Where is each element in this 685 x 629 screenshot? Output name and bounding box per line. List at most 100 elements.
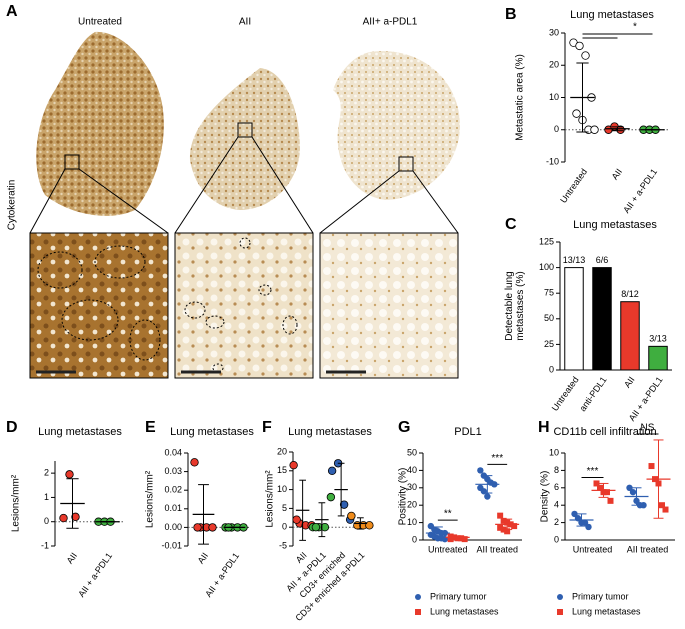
y-tick-label: 10 [549, 92, 559, 102]
y-tick-label: 40 [407, 465, 417, 475]
y-tick-label: 75 [544, 288, 554, 298]
panel-letter: B [505, 6, 517, 23]
data-point [208, 523, 217, 532]
value-label: 8/12 [621, 289, 639, 299]
y-tick-label: 125 [539, 236, 554, 246]
zoom-image [319, 232, 459, 379]
bar [592, 267, 612, 371]
legend-marker [557, 609, 563, 615]
column-label: AII+ a-PDL1 [363, 17, 418, 28]
legend-marker [415, 594, 421, 600]
data-point [629, 488, 637, 496]
lesion-outlines [37, 237, 298, 373]
y-axis-label: Metastatic area (%) [515, 54, 526, 141]
zoom-marker [64, 154, 80, 170]
y-axis-label: Lesions/mm² [11, 474, 22, 532]
y-axis-label: Lesions/mm² [145, 470, 156, 528]
x-tick-label: Untreated [558, 167, 589, 205]
x-tick-label: Untreated [573, 544, 613, 554]
data-point [581, 51, 590, 60]
panel-letter: E [145, 419, 156, 436]
x-tick-label: anti-PDL1 [577, 375, 608, 414]
x-tick-label: AII [65, 551, 80, 566]
bar [648, 345, 668, 371]
chart-title: Lung metastases [570, 9, 654, 21]
y-tick-label: 0 [282, 522, 287, 532]
data-point [597, 484, 603, 491]
zoom-marker [237, 122, 253, 138]
y-tick-label: 25 [544, 339, 554, 349]
y-tick-label: 2 [554, 517, 559, 527]
y-tick-label: 30 [407, 482, 417, 492]
panel-a: A Untreated AII AII+ a-PDL1 Cytokeratin [6, 3, 460, 379]
y-tick-label: 8 [554, 465, 559, 475]
chart-title: Lung metastases [573, 219, 657, 231]
y-tick-label: 0 [554, 124, 559, 134]
significance-label: *** [491, 453, 503, 464]
panel-letter: D [6, 419, 18, 436]
bar [620, 301, 640, 371]
column-label: AII [239, 17, 251, 28]
data-point [662, 506, 669, 513]
legend-marker [415, 609, 421, 615]
data-point [365, 521, 374, 530]
data-point [575, 41, 584, 51]
legend-label: Primary tumor [572, 591, 629, 601]
panel-letter: A [6, 3, 18, 20]
zoom-line [174, 136, 239, 234]
y-axis-label: Detectable lung [504, 271, 515, 341]
data-point [326, 492, 336, 502]
y-tick-label: 100 [539, 262, 554, 272]
value-label: 3/13 [649, 334, 667, 344]
y-tick-label: 30 [549, 27, 559, 37]
x-tick-label: AII treated [476, 544, 518, 554]
data-point [648, 463, 655, 470]
lung-section [333, 51, 460, 201]
y-tick-label: -10 [546, 156, 559, 166]
y-tick-label: 20 [549, 60, 559, 70]
x-tick-label: AII + a-PDL1 [76, 551, 114, 599]
y-axis-label: metastases (%) [515, 271, 526, 340]
data-point [604, 489, 610, 496]
zoom-image [29, 232, 169, 379]
data-point [65, 470, 74, 479]
y-tick-label: 20 [407, 500, 417, 510]
data-point [504, 528, 511, 535]
y-tick-label: 0 [44, 516, 49, 526]
data-point [585, 523, 592, 531]
y-tick-label: 10 [549, 447, 559, 457]
data-point [292, 515, 301, 524]
data-point [616, 125, 625, 134]
lung-section [36, 31, 164, 216]
lung-section [189, 68, 300, 210]
y-tick-label: 0 [412, 534, 417, 544]
significance-label: NS [641, 423, 655, 434]
y-tick-label: 0.01 [164, 503, 182, 513]
y-tick-label: -0.01 [161, 540, 182, 550]
x-tick-label: AII treated [627, 544, 669, 554]
zoom-line [412, 170, 459, 234]
y-tick-label: 0.03 [164, 466, 182, 476]
value-label: 6/6 [596, 255, 609, 265]
data-point [339, 500, 349, 509]
y-axis-label: Positivity (%) [398, 468, 409, 526]
x-tick-label: AII [610, 167, 625, 182]
x-tick-label: AII [196, 551, 211, 566]
data-point [497, 524, 504, 531]
column-label: Untreated [78, 17, 122, 28]
zoom-line [319, 170, 400, 234]
data-point [581, 519, 589, 526]
y-tick-label: 50 [544, 313, 554, 323]
value-label: 13/13 [563, 255, 586, 265]
data-point [458, 535, 465, 542]
x-tick-label: AII [294, 550, 309, 565]
x-tick-label: AII [622, 375, 637, 390]
data-point [500, 517, 507, 524]
panel-letter: G [398, 419, 410, 436]
y-tick-label: -1 [41, 540, 49, 550]
y-tick-label: 0.04 [164, 447, 182, 457]
zoom-line [78, 168, 169, 234]
data-point [190, 458, 199, 467]
chart-title: Lung metastases [288, 426, 372, 438]
data-point [511, 523, 518, 530]
